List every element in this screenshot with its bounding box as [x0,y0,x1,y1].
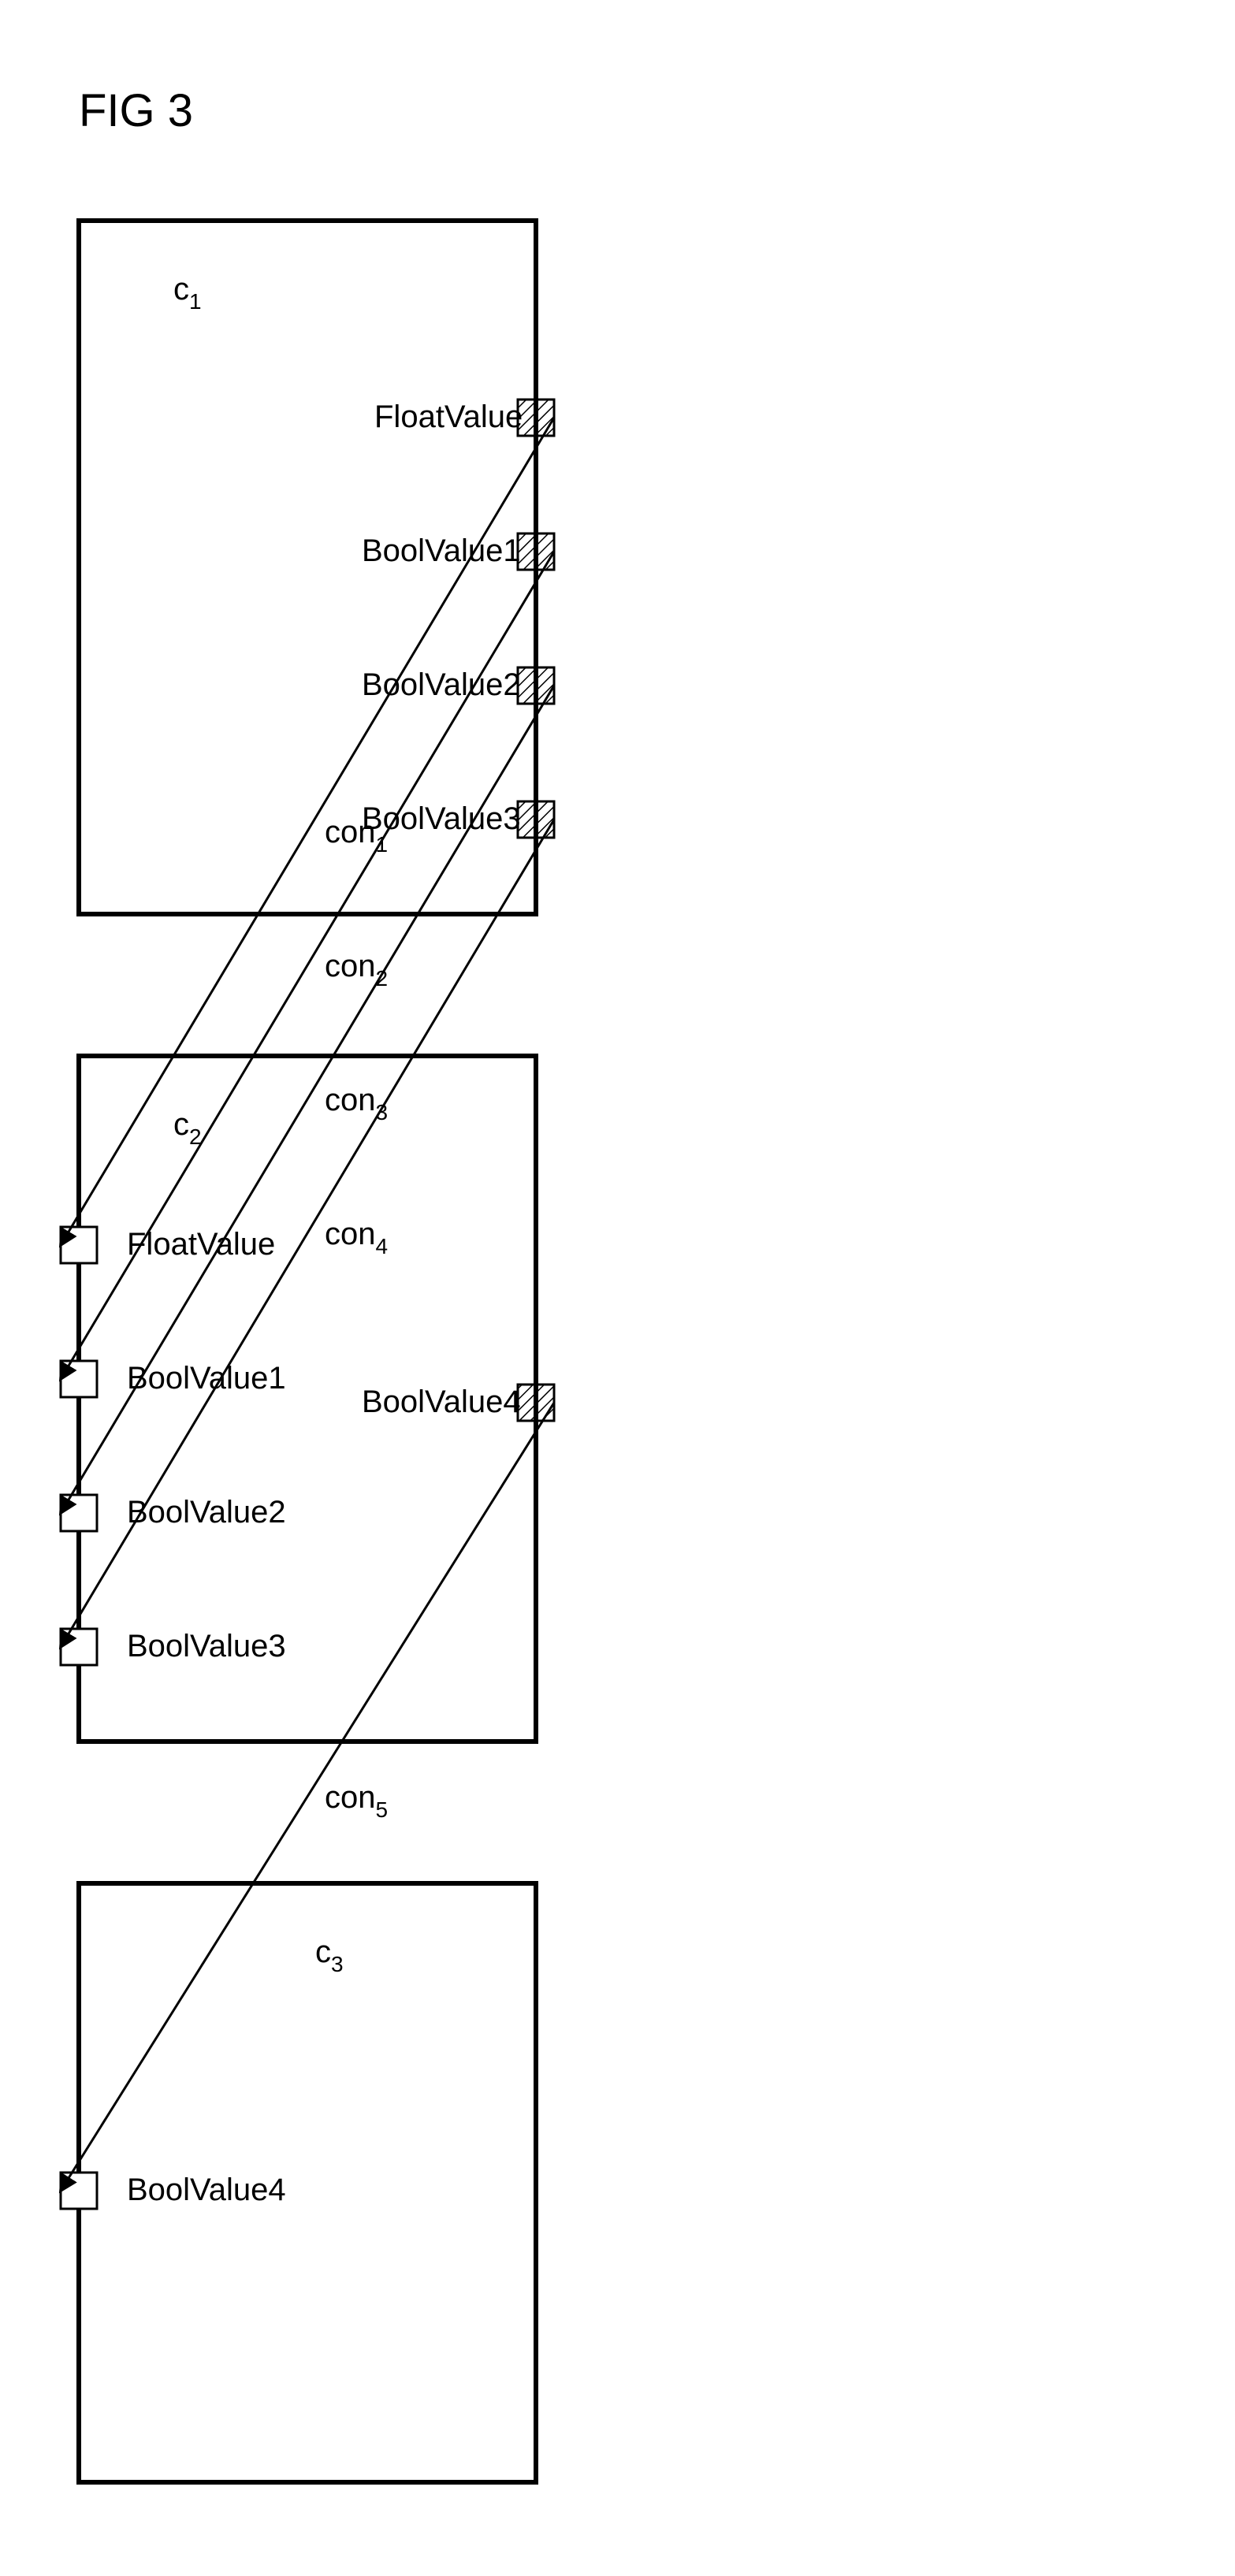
port-label-c1-bool3: BoolValue3 [362,801,521,836]
port-c1-bool1 [518,533,554,570]
port-c2-bool2 [61,1495,97,1531]
port-c1-bool3 [518,801,554,838]
connection-label-con5: con5 [325,1780,388,1822]
port-label-c1-float: FloatValue [374,400,523,434]
port-c2-float [61,1227,97,1263]
port-c3-bool4 [61,2173,97,2209]
port-c2-bool3 [61,1629,97,1665]
figure-title: FIG 3 [79,85,193,136]
port-label-c2-bool2: BoolValue2 [127,1495,286,1530]
diagram-canvas: FIG 3c1FloatValueBoolValue1BoolValue2Boo… [0,0,1235,2576]
port-c2-bool1 [61,1361,97,1397]
port-label-c1-bool2: BoolValue2 [362,667,521,702]
port-c1-bool2 [518,667,554,704]
port-c2-bool4 [518,1385,554,1421]
port-label-c2-bool3: BoolValue3 [127,1629,286,1663]
port-label-c2-bool1: BoolValue1 [127,1361,286,1396]
port-label-c2-bool4: BoolValue4 [362,1385,521,1419]
port-label-c3-bool4: BoolValue4 [127,2173,286,2207]
port-c1-float [518,400,554,436]
port-label-c1-bool1: BoolValue1 [362,533,521,568]
connection-label-con2: con2 [325,949,388,991]
